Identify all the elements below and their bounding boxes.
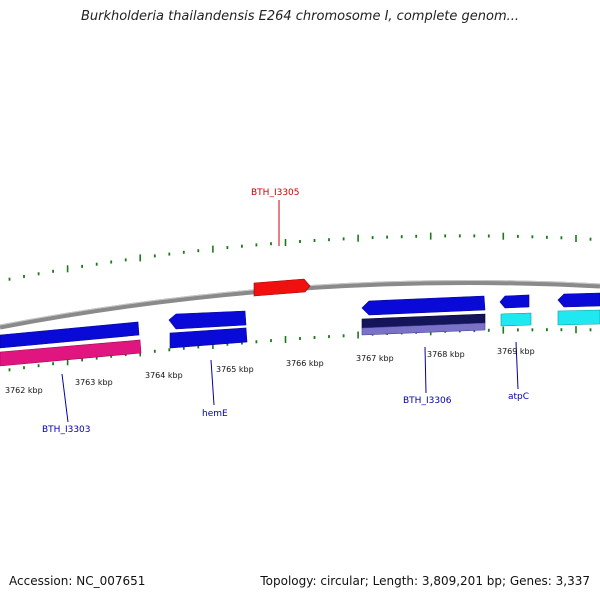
gene-label-hemE[interactable]: hemE: [202, 409, 228, 419]
ruler-label: 3767 kbp: [356, 354, 394, 363]
accession-text: Accession: NC_007651: [9, 574, 146, 588]
gene-label-atpC[interactable]: atpC: [508, 392, 529, 402]
gene-BTH_I3306-bar-lavender[interactable]: [361, 322, 486, 336]
map-title: Burkholderia thailandensis E264 chromoso…: [80, 9, 520, 24]
gene-atpC-bar-blue[interactable]: [499, 294, 530, 309]
gene-right-bar-cyan[interactable]: [557, 309, 600, 326]
gene-label-BTH_I3306[interactable]: BTH_I3306: [403, 396, 452, 406]
ruler-label: 3768 kbp: [427, 350, 465, 359]
genome-summary-text: Topology: circular; Length: 3,809,201 bp…: [260, 574, 590, 588]
ruler-labels: 3762 kbp 3763 kbp 3764 kbp 3765 kbp 3766…: [5, 347, 535, 395]
gene-hemE-bar-lower[interactable]: [169, 327, 248, 349]
ruler-label: 3769 kbp: [497, 347, 535, 356]
upper-tick-ring: [8, 232, 592, 281]
ruler-label: 3766 kbp: [286, 359, 324, 368]
ruler-label: 3763 kbp: [75, 378, 113, 387]
gene-BTH_I3303-bar[interactable]: [0, 339, 142, 367]
gene-label-BTH_I3303[interactable]: BTH_I3303: [42, 425, 91, 435]
gene-hemE-bar-upper[interactable]: [168, 310, 247, 330]
ruler-label: 3765 kbp: [216, 365, 254, 374]
ruler-label: 3762 kbp: [5, 386, 43, 395]
gene-leader-lines: [61, 200, 519, 423]
gene-label-BTH_I3305[interactable]: BTH_I3305: [251, 188, 300, 198]
gene-features: [0, 278, 600, 367]
gene-BTH_I3306-bar-upper[interactable]: [361, 295, 486, 316]
gene-BTH_I3305-bar[interactable]: [253, 278, 311, 297]
ruler-label: 3764 kbp: [145, 371, 183, 380]
gene-atpC-bar-cyan[interactable]: [500, 312, 532, 327]
gene-name-labels: BTH_I3305 BTH_I3303 hemE BTH_I3306 atpC: [42, 188, 529, 435]
gene-right-bar-blue[interactable]: [557, 292, 600, 308]
gene-BTH_I3304-bar[interactable]: [0, 321, 140, 349]
